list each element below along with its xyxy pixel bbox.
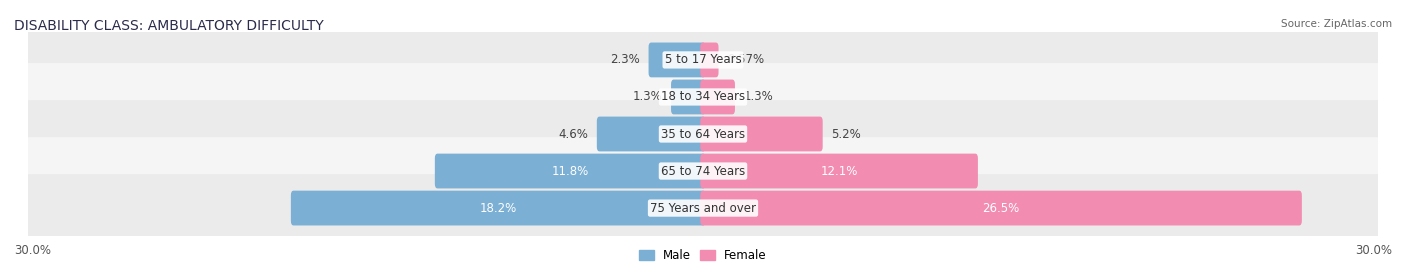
FancyBboxPatch shape <box>11 26 1395 94</box>
Text: 65 to 74 Years: 65 to 74 Years <box>661 165 745 177</box>
Text: 4.6%: 4.6% <box>558 128 588 140</box>
Legend: Male, Female: Male, Female <box>634 244 772 267</box>
FancyBboxPatch shape <box>596 117 706 151</box>
Text: 18.2%: 18.2% <box>479 202 517 215</box>
FancyBboxPatch shape <box>11 137 1395 205</box>
Text: 30.0%: 30.0% <box>14 244 51 257</box>
Text: 5 to 17 Years: 5 to 17 Years <box>665 53 741 66</box>
Text: 0.57%: 0.57% <box>727 53 765 66</box>
FancyBboxPatch shape <box>434 154 706 188</box>
FancyBboxPatch shape <box>700 117 823 151</box>
Text: DISABILITY CLASS: AMBULATORY DIFFICULTY: DISABILITY CLASS: AMBULATORY DIFFICULTY <box>14 19 323 33</box>
Text: 11.8%: 11.8% <box>551 165 589 177</box>
Text: 2.3%: 2.3% <box>610 53 640 66</box>
Text: 5.2%: 5.2% <box>831 128 860 140</box>
FancyBboxPatch shape <box>700 154 979 188</box>
Text: Source: ZipAtlas.com: Source: ZipAtlas.com <box>1281 19 1392 29</box>
Text: 75 Years and over: 75 Years and over <box>650 202 756 215</box>
FancyBboxPatch shape <box>291 191 706 225</box>
FancyBboxPatch shape <box>11 100 1395 168</box>
Text: 18 to 34 Years: 18 to 34 Years <box>661 91 745 103</box>
FancyBboxPatch shape <box>671 80 706 114</box>
FancyBboxPatch shape <box>700 80 735 114</box>
FancyBboxPatch shape <box>11 174 1395 242</box>
FancyBboxPatch shape <box>700 191 1302 225</box>
Text: 26.5%: 26.5% <box>983 202 1019 215</box>
Text: 30.0%: 30.0% <box>1355 244 1392 257</box>
FancyBboxPatch shape <box>648 43 706 77</box>
Text: 35 to 64 Years: 35 to 64 Years <box>661 128 745 140</box>
Text: 1.3%: 1.3% <box>744 91 773 103</box>
FancyBboxPatch shape <box>700 43 718 77</box>
Text: 1.3%: 1.3% <box>633 91 662 103</box>
FancyBboxPatch shape <box>11 63 1395 131</box>
Text: 12.1%: 12.1% <box>821 165 858 177</box>
